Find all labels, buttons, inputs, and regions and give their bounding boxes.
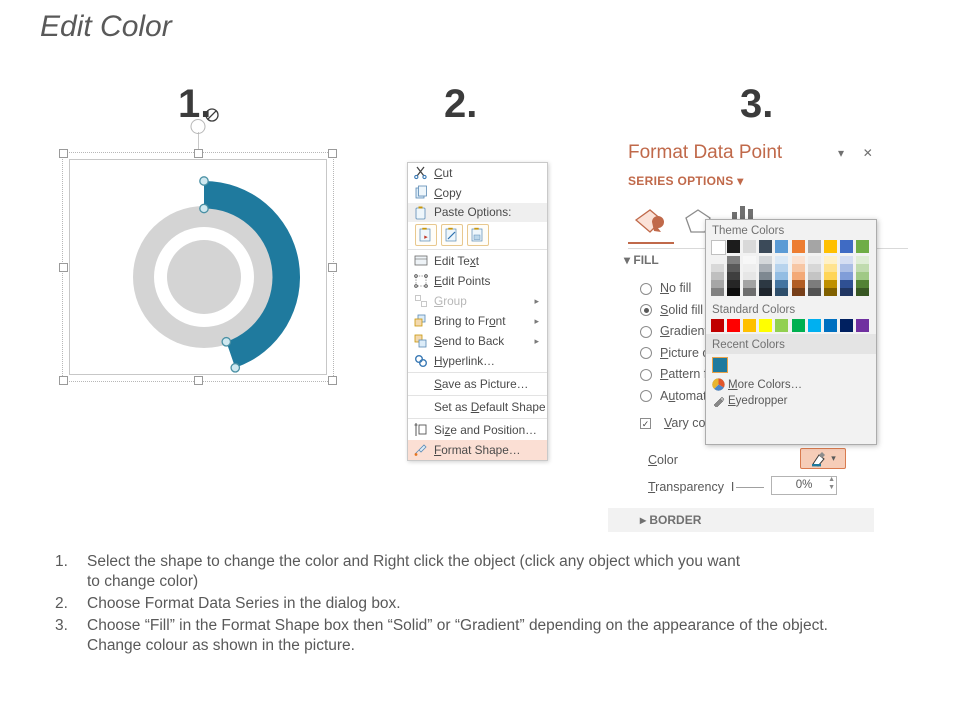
svg-text:▸: ▸ <box>424 234 428 241</box>
